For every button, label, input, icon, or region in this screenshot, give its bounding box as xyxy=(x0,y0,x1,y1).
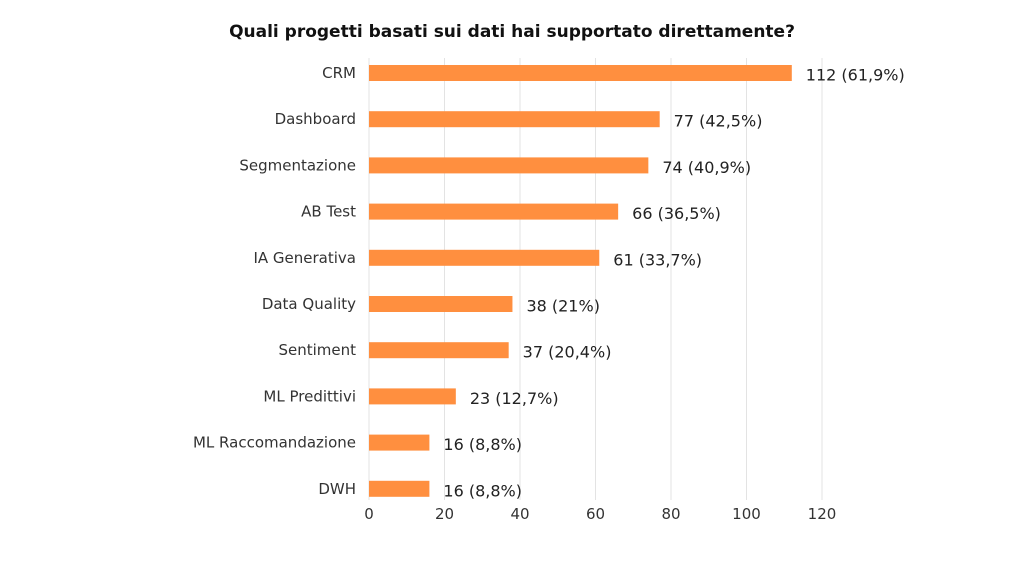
bar-ia-generativa xyxy=(369,249,600,266)
data-label: 77 (42,5%) xyxy=(674,112,763,131)
category-label: DWH xyxy=(318,480,356,498)
x-tick-label: 20 xyxy=(435,505,454,523)
data-labels: 112 (61,9%) 77 (42,5%) 74 (40,9%) 66 (36,5%… xyxy=(443,66,904,501)
data-label: 16 (8,8%) xyxy=(443,435,522,454)
x-tick-label: 120 xyxy=(808,505,837,523)
bar-dashboard xyxy=(369,111,660,128)
category-label: IA Generativa xyxy=(253,249,356,267)
category-label: Sentiment xyxy=(278,341,356,359)
bar-ml-predittivi xyxy=(369,388,456,405)
category-label: Segmentazione xyxy=(239,156,356,174)
bar-ml-raccomandazione xyxy=(369,434,430,451)
x-tick-label: 0 xyxy=(364,505,374,523)
data-label: 112 (61,9%) xyxy=(806,66,905,85)
data-label: 23 (12,7%) xyxy=(470,389,559,408)
category-label: AB Test xyxy=(301,203,356,221)
category-label: Data Quality xyxy=(262,295,356,313)
data-label: 37 (20,4%) xyxy=(523,343,612,362)
category-label: ML Raccomandazione xyxy=(193,434,356,452)
data-label: 16 (8,8%) xyxy=(443,481,522,500)
category-label: ML Predittivi xyxy=(263,387,356,405)
category-labels: CRM Dashboard Segmentazione AB Test IA Gener… xyxy=(193,64,356,498)
data-label: 38 (21%) xyxy=(526,297,600,316)
chart-title: Quali progetti basati sui dati hai suppo… xyxy=(229,22,795,42)
category-label: Dashboard xyxy=(275,110,356,128)
bar-ab-test xyxy=(369,203,619,220)
grid-lines xyxy=(368,58,823,500)
x-tick-label: 80 xyxy=(661,505,680,523)
x-tick-label: 60 xyxy=(586,505,605,523)
x-axis-ticks: 0 20 40 60 80 100 120 xyxy=(364,505,836,523)
x-tick-label: 100 xyxy=(732,505,761,523)
bar-data-quality xyxy=(369,296,513,312)
bar-crm xyxy=(369,65,792,81)
data-label: 66 (36,5%) xyxy=(632,204,721,223)
bar-sentiment xyxy=(369,342,509,359)
category-label: CRM xyxy=(322,64,356,82)
data-label: 61 (33,7%) xyxy=(613,250,702,269)
data-label: 74 (40,9%) xyxy=(662,158,751,177)
bar-dwh xyxy=(369,480,430,497)
x-tick-label: 40 xyxy=(510,505,529,523)
bar-segmentazione xyxy=(369,157,649,174)
bars xyxy=(369,65,792,497)
